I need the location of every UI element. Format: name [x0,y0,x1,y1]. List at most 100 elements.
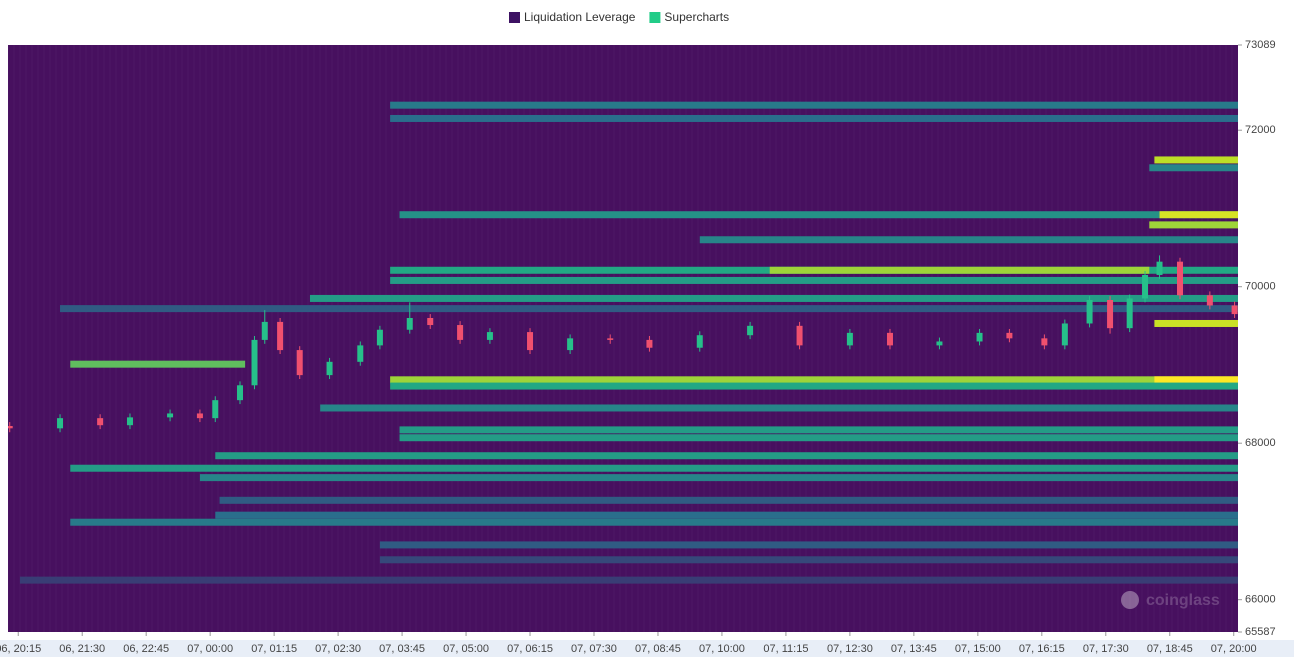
candle-body [1086,300,1093,324]
heat-band [769,266,1150,274]
heat-band [399,434,1238,442]
candle-body [796,325,803,346]
axes: 65587 66000 68000 70000 72000 73089 06, 20:15 0… [0,39,1276,655]
candle-body [696,335,703,348]
candle-body [406,317,413,330]
heat-band [1149,221,1238,229]
heat-band [699,236,1238,244]
x-axis-bar [0,640,1294,657]
heat-band [390,382,1238,390]
y-tick-label: 73089 [1245,39,1276,51]
candle-body [8,425,13,429]
legend-label: Supercharts [664,10,729,24]
candle-body [936,341,943,346]
heat-band [379,541,1238,549]
legend-label: Liquidation Leverage [524,10,636,24]
candle-body [1126,298,1133,329]
candle-body [457,325,464,340]
x-tick-label: 06, 21:30 [59,643,105,655]
x-tick-label: 07, 02:30 [315,643,361,655]
x-tick-label: 07, 16:15 [1019,643,1065,655]
y-tick-label: 70000 [1245,281,1276,293]
candle-body [567,338,574,351]
x-tick-label: 07, 08:45 [635,643,681,655]
x-tick-label: 07, 00:00 [187,643,233,655]
candle-body [126,417,133,426]
heat-band [309,294,1238,302]
heat-band [215,452,1238,460]
candle-body [261,321,268,340]
y-tick-label: 65587 [1245,626,1276,638]
heat-band [1154,156,1238,164]
watermark-logo [1121,591,1139,609]
x-tick-label: 07, 10:00 [699,643,745,655]
x-tick-label: 07, 18:45 [1147,643,1193,655]
heat-band [70,464,1238,472]
x-tick-label: 07, 17:30 [1083,643,1129,655]
watermark: coinglass [1146,592,1220,609]
candle-body [251,339,258,386]
heat-band [320,404,1238,412]
candle-body [277,321,284,351]
candle-body [167,413,174,418]
candle-body [527,332,534,351]
candle-body [97,418,104,426]
candle-body [1156,261,1163,275]
candle-body [1206,295,1213,306]
candle-body [357,345,364,362]
x-tick-label: 07, 12:30 [827,643,873,655]
x-tick-label: 07, 06:15 [507,643,553,655]
heat-band [399,426,1238,434]
candle-body [212,400,219,419]
candle-body [1142,274,1149,299]
heat-band [199,474,1238,482]
heat-band [1159,211,1238,219]
candle-body [846,332,853,346]
candle-body [376,329,383,346]
candle-body [296,350,303,376]
legend-swatch [649,12,661,23]
heat-band [390,376,1238,384]
y-tick-label: 68000 [1245,437,1276,449]
heat-band [1154,319,1238,327]
x-tick-label: 06, 20:15 [0,643,41,655]
candle-body [1061,323,1068,346]
candle-body [486,332,493,340]
legend-swatch [509,12,520,23]
heat-band [215,511,1238,519]
x-tick-label: 07, 20:00 [1211,643,1257,655]
heat-band [70,518,1238,526]
heat-band [1154,376,1238,384]
candle-body [747,325,754,336]
y-tick-label: 72000 [1245,124,1276,136]
candle-body [237,385,244,401]
candle-body [57,418,64,429]
heat-band [219,496,1238,504]
candle-body [646,339,653,348]
heat-band [1149,164,1238,172]
heat-band [390,114,1238,122]
x-tick-label: 07, 05:00 [443,643,489,655]
x-tick-label: 07, 13:45 [891,643,937,655]
heatmap-background [8,45,1238,632]
candle-body [326,361,333,376]
candle-body [976,332,983,342]
heat-band [70,360,246,368]
candle-body [1176,261,1183,296]
x-tick-label: 07, 11:15 [763,643,808,655]
candle-body [196,413,203,419]
candle-body [1041,338,1048,346]
x-tick-label: 07, 01:15 [251,643,297,655]
candle-body [886,332,893,346]
heat-band [19,576,1238,584]
candle-body [607,338,614,340]
y-tick-label: 66000 [1245,594,1276,606]
x-tick-label: 07, 03:45 [379,643,425,655]
x-tick-label: 07, 07:30 [571,643,617,655]
heat-band [60,305,1238,313]
heat-band [390,101,1238,109]
candle-body [1006,332,1013,339]
x-tick-label: 06, 22:45 [123,643,169,655]
